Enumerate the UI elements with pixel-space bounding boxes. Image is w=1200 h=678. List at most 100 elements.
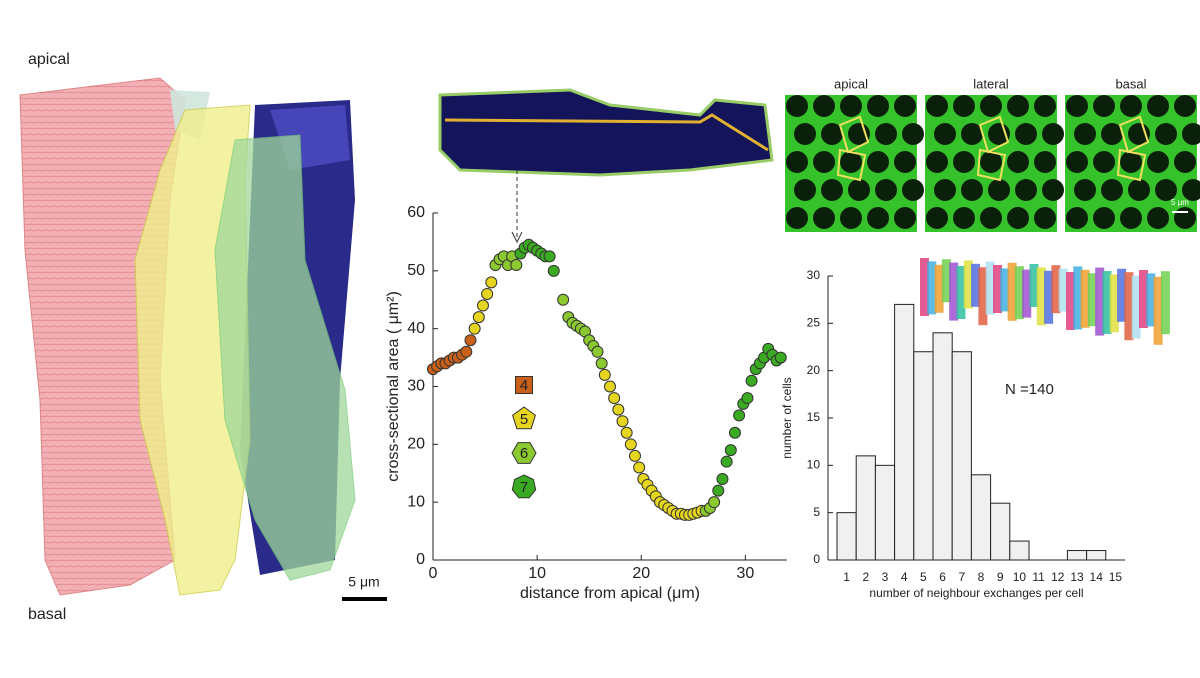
- data-point: [774, 351, 787, 364]
- bar: [951, 351, 972, 561]
- cell-outline: [1174, 151, 1196, 173]
- legend-label: 5: [520, 411, 528, 428]
- bar: [874, 464, 896, 561]
- x-tick-label: 20: [632, 565, 650, 582]
- cell-outline: [1015, 179, 1037, 201]
- tissue-cell: [1124, 272, 1134, 341]
- y-tick-label: 40: [407, 320, 425, 337]
- data-point: [724, 444, 737, 457]
- cell-outline: [840, 207, 862, 229]
- cell-trace: [836, 115, 870, 182]
- y-tick-label: 60: [407, 204, 425, 221]
- cell-outline: [821, 179, 843, 201]
- cell-outline: [1182, 179, 1200, 201]
- tissue-cell: [956, 266, 966, 319]
- micrograph-scale-label: 5 μm: [1171, 198, 1189, 207]
- x-tick-label: 3: [882, 570, 889, 584]
- bar: [894, 303, 915, 561]
- micrograph-title: lateral: [973, 76, 1009, 91]
- legend-label: 4: [520, 377, 528, 394]
- data-point: [472, 311, 485, 324]
- tissue-cell: [971, 263, 981, 307]
- cell-outline: [848, 179, 870, 201]
- legend-marker: [511, 442, 537, 464]
- bar: [990, 502, 1011, 561]
- legend-marker: [511, 474, 537, 499]
- data-point: [460, 345, 473, 358]
- y-tick-label: 20: [407, 436, 425, 453]
- cell-outline: [926, 207, 948, 229]
- y-tick-label: 10: [807, 458, 821, 472]
- bar: [855, 455, 876, 561]
- cell-outline: [821, 123, 843, 145]
- x-tick-label: 4: [901, 570, 908, 584]
- cell-outline: [1066, 95, 1088, 117]
- tissue-cell: [1073, 266, 1083, 330]
- cell-outline: [902, 179, 924, 201]
- tissue-cell: [1102, 271, 1112, 334]
- data-point: [591, 345, 604, 358]
- bar: [913, 351, 934, 561]
- cell-outline: [894, 151, 916, 173]
- cell-outline: [1007, 151, 1029, 173]
- y-tick-label: 5: [813, 505, 820, 519]
- data-point: [485, 276, 498, 289]
- cell-outline: [980, 95, 1002, 117]
- data-point: [708, 496, 721, 509]
- tissue-cell: [963, 260, 973, 309]
- tissue-cell: [1029, 264, 1039, 307]
- tissue-cell: [1044, 270, 1054, 324]
- cell-outline: [786, 95, 808, 117]
- annotation: N =140: [1005, 381, 1054, 398]
- x-tick-label: 8: [978, 570, 985, 584]
- cell-outline: [902, 123, 924, 145]
- cell-outline: [1034, 207, 1056, 229]
- cell-outline: [840, 151, 862, 173]
- cell-outline: [786, 151, 808, 173]
- x-tick-label: 0: [429, 565, 438, 582]
- cross-section-render: [438, 88, 774, 244]
- x-tick-label: 2: [862, 570, 869, 584]
- cell-outline: [1034, 151, 1056, 173]
- cell-outline: [1101, 123, 1123, 145]
- bar: [1066, 550, 1088, 561]
- cell-outline: [926, 151, 948, 173]
- cell-outline: [813, 95, 835, 117]
- data-point: [716, 473, 729, 486]
- bar: [1009, 540, 1030, 561]
- cell-outline: [867, 95, 889, 117]
- legend-marker: [515, 376, 533, 394]
- cell-outline: [1120, 95, 1142, 117]
- tissue-cell: [1051, 265, 1061, 314]
- cell-outline: [794, 123, 816, 145]
- cell-outline: [1007, 95, 1029, 117]
- data-point: [543, 250, 556, 263]
- cell-outline: [953, 151, 975, 173]
- cell-outline: [953, 95, 975, 117]
- legend-label: 7: [520, 479, 528, 496]
- cell-outline: [934, 179, 956, 201]
- x-tick-label: 9: [997, 570, 1004, 584]
- cell-outline: [980, 151, 1002, 173]
- data-point: [481, 287, 494, 300]
- tissue-cell: [1146, 273, 1156, 327]
- data-point: [547, 264, 560, 277]
- cell-outline: [1101, 179, 1123, 201]
- tissue-cell: [1036, 267, 1046, 326]
- y-tick-label: 0: [416, 551, 425, 568]
- bar: [836, 512, 857, 561]
- y-tick-label: 20: [807, 363, 821, 377]
- cell-outline: [1147, 95, 1169, 117]
- tissue-cell: [1022, 269, 1032, 318]
- cell-outline: [1015, 123, 1037, 145]
- cell-outline: [1093, 151, 1115, 173]
- cell-outline: [1066, 207, 1088, 229]
- tissue-cell: [1153, 276, 1163, 345]
- data-point: [720, 455, 733, 468]
- cell-trace: [976, 115, 1010, 182]
- cell-outline: [1128, 179, 1150, 201]
- tissue-cell: [941, 259, 951, 303]
- tissue-render: [920, 258, 1170, 345]
- bar: [932, 332, 953, 561]
